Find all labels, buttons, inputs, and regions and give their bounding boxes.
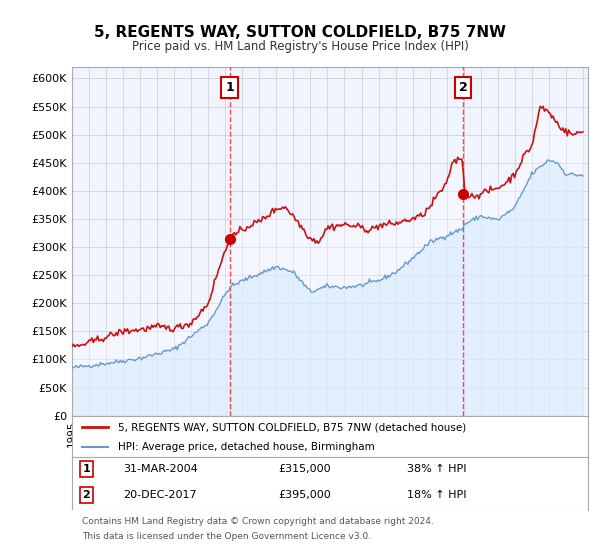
Text: £395,000: £395,000 xyxy=(278,490,331,500)
Text: This data is licensed under the Open Government Licence v3.0.: This data is licensed under the Open Gov… xyxy=(82,532,371,541)
Text: 5, REGENTS WAY, SUTTON COLDFIELD, B75 7NW (detached house): 5, REGENTS WAY, SUTTON COLDFIELD, B75 7N… xyxy=(118,422,467,432)
Text: Contains HM Land Registry data © Crown copyright and database right 2024.: Contains HM Land Registry data © Crown c… xyxy=(82,517,434,526)
Text: 18% ↑ HPI: 18% ↑ HPI xyxy=(407,490,467,500)
Text: 2: 2 xyxy=(459,81,467,94)
Text: £315,000: £315,000 xyxy=(278,464,331,474)
Text: 5, REGENTS WAY, SUTTON COLDFIELD, B75 7NW: 5, REGENTS WAY, SUTTON COLDFIELD, B75 7N… xyxy=(94,25,506,40)
Text: 38% ↑ HPI: 38% ↑ HPI xyxy=(407,464,467,474)
Text: Price paid vs. HM Land Registry's House Price Index (HPI): Price paid vs. HM Land Registry's House … xyxy=(131,40,469,53)
Text: 2: 2 xyxy=(82,490,90,500)
Text: HPI: Average price, detached house, Birmingham: HPI: Average price, detached house, Birm… xyxy=(118,442,375,452)
Text: 1: 1 xyxy=(225,81,234,94)
Text: 1: 1 xyxy=(82,464,90,474)
Text: 31-MAR-2004: 31-MAR-2004 xyxy=(124,464,199,474)
Text: 20-DEC-2017: 20-DEC-2017 xyxy=(124,490,197,500)
